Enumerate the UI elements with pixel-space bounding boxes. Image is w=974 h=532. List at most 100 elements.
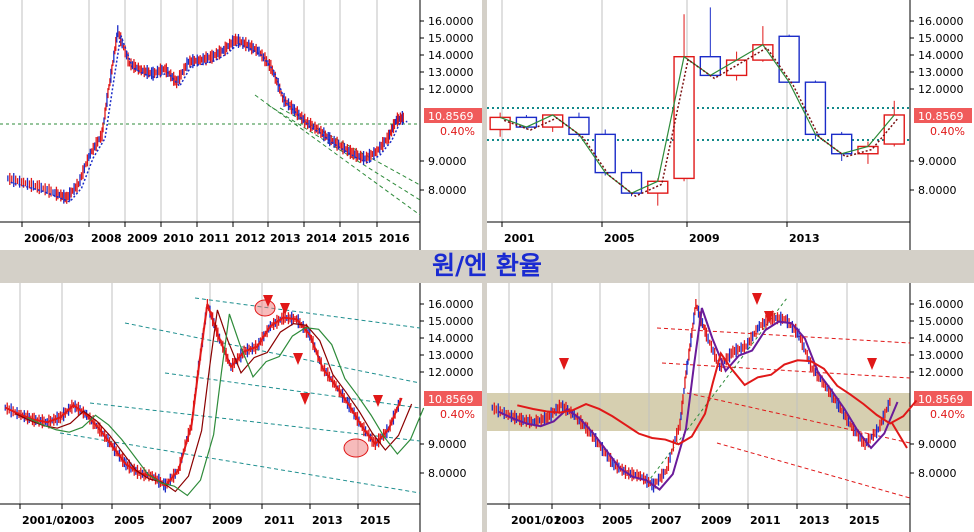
- y-tick-label: 14.0000: [918, 49, 964, 62]
- marker-arrow: [867, 358, 877, 370]
- x-tick-label: 2007: [162, 514, 193, 527]
- y-tick-label: 8.0000: [428, 184, 467, 197]
- x-tick-label: 2005: [114, 514, 145, 527]
- y-tick-label: 15.0000: [428, 315, 474, 328]
- y-tick-label: 15.0000: [918, 315, 964, 328]
- x-tick-label: 2015: [342, 232, 373, 245]
- y-tick-label: 15.0000: [428, 32, 474, 45]
- marker-arrow: [373, 395, 383, 407]
- candle-body: [673, 56, 695, 180]
- marker-arrow: [300, 393, 310, 405]
- y-tick-label: 12.0000: [918, 83, 964, 96]
- x-tick-label: 2001/01: [22, 514, 72, 527]
- x-tick-label: 2003: [64, 514, 95, 527]
- y-tick-label: 13.0000: [428, 66, 474, 79]
- marker-arrow: [280, 303, 290, 315]
- last-value-label: 10.8569: [918, 393, 964, 406]
- moving-average-line: [10, 34, 408, 203]
- x-tick-label: 2009: [689, 232, 720, 245]
- x-tick-label: 2005: [604, 232, 635, 245]
- channel-line: [194, 297, 421, 329]
- x-tick-label: 2008: [91, 232, 122, 245]
- forecast-arrow: [891, 422, 908, 449]
- y-tick-label: 14.0000: [428, 49, 474, 62]
- candle-body: [647, 180, 669, 194]
- x-tick-label: 2009: [701, 514, 732, 527]
- chart-panel-yearly-candles: 16.0000 15.0000 14.0000 13.0000 12.0000 9.000…: [487, 0, 974, 250]
- last-value-tag: [914, 108, 972, 123]
- y-tick-label: 15.0000: [918, 32, 964, 45]
- chart-svg-1: 16.0000 15.0000 14.0000 13.0000 12.0000 9.000…: [487, 0, 972, 250]
- y-tick-label: 16.0000: [428, 298, 474, 311]
- x-tick-label: 2001/01: [511, 514, 561, 527]
- candle-body: [489, 116, 511, 131]
- y-tick-label: 8.0000: [428, 467, 467, 480]
- y-tick-label: 14.0000: [428, 332, 474, 345]
- y-tick-label: 9.0000: [918, 155, 957, 168]
- y-tick-label: 12.0000: [918, 366, 964, 379]
- candle-body: [883, 114, 905, 145]
- change-pct-label: 0.40%: [440, 408, 475, 421]
- y-tick-label: 13.0000: [918, 66, 964, 79]
- candle-body: [804, 81, 827, 136]
- last-value-label: 10.8569: [428, 110, 474, 123]
- channel-line: [716, 442, 911, 499]
- x-tick-label: 2007: [651, 514, 682, 527]
- y-tick-label: 9.0000: [428, 438, 467, 451]
- chart-panel-monthly-channel: 16.0000 15.0000 14.0000 13.0000 12.0000 9.000…: [0, 283, 482, 532]
- y-tick-label: 8.0000: [918, 467, 957, 480]
- x-tick-label: 2006/03: [24, 232, 74, 245]
- x-tick-label: 2011: [264, 514, 295, 527]
- x-tick-label: 2015: [360, 514, 391, 527]
- chart-svg-0: 16.0000 15.0000 14.0000 13.0000 12.0000 9.000…: [0, 0, 482, 250]
- marker-arrow: [293, 353, 303, 365]
- y-tick-label: 9.0000: [428, 155, 467, 168]
- x-tick-label: 2009: [212, 514, 243, 527]
- x-tick-label: 2012: [235, 232, 266, 245]
- x-tick-label: 2014: [306, 232, 337, 245]
- highlight-ellipse: [254, 299, 276, 317]
- last-value-tag: [424, 108, 482, 123]
- y-tick-label: 8.0000: [918, 184, 957, 197]
- x-tick-label: 2010: [163, 232, 194, 245]
- price-line: [4, 303, 403, 487]
- trend-channel-line: [254, 94, 421, 216]
- change-pct-label: 0.40%: [930, 125, 965, 138]
- ma-line-green: [26, 313, 425, 497]
- candle-body: [725, 59, 748, 77]
- x-tick-label: 2011: [750, 514, 781, 527]
- marker-arrow: [752, 293, 762, 305]
- last-value-label: 10.8569: [428, 393, 474, 406]
- y-tick-label: 16.0000: [918, 15, 964, 28]
- y-tick-label: 12.0000: [428, 366, 474, 379]
- channel-line: [164, 372, 421, 409]
- x-tick-label: 2016: [379, 232, 410, 245]
- candle-body: [830, 133, 853, 155]
- change-pct-label: 0.40%: [930, 408, 965, 421]
- uptrend-line: [646, 297, 788, 484]
- x-tick-label: 2011: [199, 232, 230, 245]
- chart-svg-2: 16.0000 15.0000 14.0000 13.0000 12.0000 9.000…: [0, 283, 482, 532]
- y-tick-label: 16.0000: [918, 298, 964, 311]
- last-value-tag: [914, 391, 972, 406]
- channel-line: [59, 432, 421, 494]
- page-title: 원/엔 환율: [432, 251, 542, 280]
- x-tick-label: 2013: [799, 514, 830, 527]
- trend-channel-line: [267, 104, 421, 201]
- ma-line-dotted: [503, 46, 899, 197]
- marker-arrow: [764, 311, 774, 323]
- channel-line: [656, 327, 911, 344]
- x-tick-label: 2001: [504, 232, 535, 245]
- ma-line-dark: [14, 309, 413, 493]
- y-tick-label: 12.0000: [428, 83, 474, 96]
- highlight-ellipse: [343, 438, 369, 458]
- candle-body: [568, 116, 590, 136]
- x-tick-label: 2013: [270, 232, 301, 245]
- x-tick-label: 2003: [554, 514, 585, 527]
- candle-body: [594, 133, 616, 174]
- y-tick-label: 16.0000: [428, 15, 474, 28]
- marker-arrow: [263, 295, 273, 307]
- last-value-tag: [424, 391, 482, 406]
- x-tick-label: 2013: [789, 232, 820, 245]
- y-tick-label: 14.0000: [918, 332, 964, 345]
